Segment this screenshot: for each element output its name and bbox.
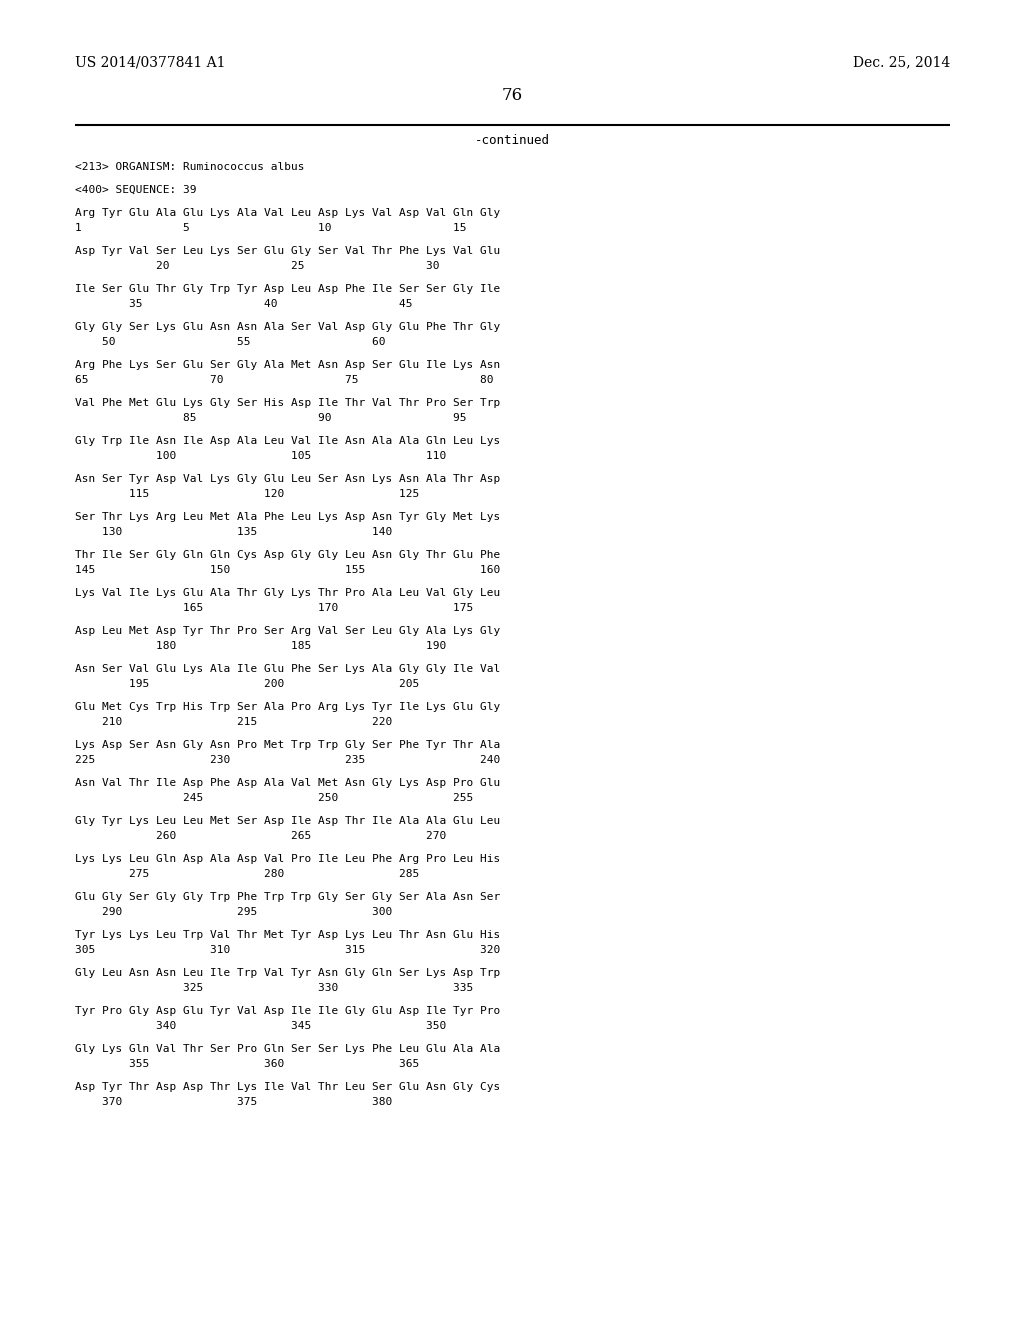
Text: Ile Ser Glu Thr Gly Trp Tyr Asp Leu Asp Phe Ile Ser Ser Gly Ile: Ile Ser Glu Thr Gly Trp Tyr Asp Leu Asp … — [75, 284, 501, 294]
Text: Gly Tyr Lys Leu Leu Met Ser Asp Ile Asp Thr Ile Ala Ala Glu Leu: Gly Tyr Lys Leu Leu Met Ser Asp Ile Asp … — [75, 816, 501, 826]
Text: 165                 170                 175: 165 170 175 — [75, 603, 473, 612]
Text: 145                 150                 155                 160: 145 150 155 160 — [75, 565, 501, 576]
Text: Tyr Lys Lys Leu Trp Val Thr Met Tyr Asp Lys Leu Thr Asn Glu His: Tyr Lys Lys Leu Trp Val Thr Met Tyr Asp … — [75, 931, 501, 940]
Text: Asn Ser Val Glu Lys Ala Ile Glu Phe Ser Lys Ala Gly Gly Ile Val: Asn Ser Val Glu Lys Ala Ile Glu Phe Ser … — [75, 664, 501, 675]
Text: 195                 200                 205: 195 200 205 — [75, 678, 419, 689]
Text: Asp Leu Met Asp Tyr Thr Pro Ser Arg Val Ser Leu Gly Ala Lys Gly: Asp Leu Met Asp Tyr Thr Pro Ser Arg Val … — [75, 626, 501, 636]
Text: 355                 360                 365: 355 360 365 — [75, 1059, 419, 1069]
Text: 65                  70                  75                  80: 65 70 75 80 — [75, 375, 494, 385]
Text: 130                 135                 140: 130 135 140 — [75, 527, 392, 537]
Text: 340                 345                 350: 340 345 350 — [75, 1020, 446, 1031]
Text: Arg Tyr Glu Ala Glu Lys Ala Val Leu Asp Lys Val Asp Val Gln Gly: Arg Tyr Glu Ala Glu Lys Ala Val Leu Asp … — [75, 209, 501, 218]
Text: Asp Tyr Val Ser Leu Lys Ser Glu Gly Ser Val Thr Phe Lys Val Glu: Asp Tyr Val Ser Leu Lys Ser Glu Gly Ser … — [75, 246, 501, 256]
Text: 180                 185                 190: 180 185 190 — [75, 642, 446, 651]
Text: Asn Val Thr Ile Asp Phe Asp Ala Val Met Asn Gly Lys Asp Pro Glu: Asn Val Thr Ile Asp Phe Asp Ala Val Met … — [75, 777, 501, 788]
Text: Gly Lys Gln Val Thr Ser Pro Gln Ser Ser Lys Phe Leu Glu Ala Ala: Gly Lys Gln Val Thr Ser Pro Gln Ser Ser … — [75, 1044, 501, 1053]
Text: 35                  40                  45: 35 40 45 — [75, 300, 413, 309]
Text: Dec. 25, 2014: Dec. 25, 2014 — [853, 55, 950, 69]
Text: Tyr Pro Gly Asp Glu Tyr Val Asp Ile Ile Gly Glu Asp Ile Tyr Pro: Tyr Pro Gly Asp Glu Tyr Val Asp Ile Ile … — [75, 1006, 501, 1016]
Text: Lys Lys Leu Gln Asp Ala Asp Val Pro Ile Leu Phe Arg Pro Leu His: Lys Lys Leu Gln Asp Ala Asp Val Pro Ile … — [75, 854, 501, 865]
Text: 85                  90                  95: 85 90 95 — [75, 413, 467, 422]
Text: Lys Asp Ser Asn Gly Asn Pro Met Trp Trp Gly Ser Phe Tyr Thr Ala: Lys Asp Ser Asn Gly Asn Pro Met Trp Trp … — [75, 741, 501, 750]
Text: 1               5                   10                  15: 1 5 10 15 — [75, 223, 467, 234]
Text: US 2014/0377841 A1: US 2014/0377841 A1 — [75, 55, 225, 69]
Text: 275                 280                 285: 275 280 285 — [75, 869, 419, 879]
Text: 50                  55                  60: 50 55 60 — [75, 337, 385, 347]
Text: Gly Trp Ile Asn Ile Asp Ala Leu Val Ile Asn Ala Ala Gln Leu Lys: Gly Trp Ile Asn Ile Asp Ala Leu Val Ile … — [75, 436, 501, 446]
Text: 100                 105                 110: 100 105 110 — [75, 451, 446, 461]
Text: Thr Ile Ser Gly Gln Gln Cys Asp Gly Gly Leu Asn Gly Thr Glu Phe: Thr Ile Ser Gly Gln Gln Cys Asp Gly Gly … — [75, 550, 501, 560]
Text: 305                 310                 315                 320: 305 310 315 320 — [75, 945, 501, 954]
Text: 210                 215                 220: 210 215 220 — [75, 717, 392, 727]
Text: <400> SEQUENCE: 39: <400> SEQUENCE: 39 — [75, 185, 197, 195]
Text: Gly Gly Ser Lys Glu Asn Asn Ala Ser Val Asp Gly Glu Phe Thr Gly: Gly Gly Ser Lys Glu Asn Asn Ala Ser Val … — [75, 322, 501, 333]
Text: <213> ORGANISM: Ruminococcus albus: <213> ORGANISM: Ruminococcus albus — [75, 162, 304, 172]
Text: Ser Thr Lys Arg Leu Met Ala Phe Leu Lys Asp Asn Tyr Gly Met Lys: Ser Thr Lys Arg Leu Met Ala Phe Leu Lys … — [75, 512, 501, 521]
Text: 370                 375                 380: 370 375 380 — [75, 1097, 392, 1107]
Text: 290                 295                 300: 290 295 300 — [75, 907, 392, 917]
Text: Lys Val Ile Lys Glu Ala Thr Gly Lys Thr Pro Ala Leu Val Gly Leu: Lys Val Ile Lys Glu Ala Thr Gly Lys Thr … — [75, 587, 501, 598]
Text: Val Phe Met Glu Lys Gly Ser His Asp Ile Thr Val Thr Pro Ser Trp: Val Phe Met Glu Lys Gly Ser His Asp Ile … — [75, 399, 501, 408]
Text: Asn Ser Tyr Asp Val Lys Gly Glu Leu Ser Asn Lys Asn Ala Thr Asp: Asn Ser Tyr Asp Val Lys Gly Glu Leu Ser … — [75, 474, 501, 484]
Text: 260                 265                 270: 260 265 270 — [75, 832, 446, 841]
Text: 76: 76 — [502, 87, 522, 103]
Text: Glu Gly Ser Gly Gly Trp Phe Trp Trp Gly Ser Gly Ser Ala Asn Ser: Glu Gly Ser Gly Gly Trp Phe Trp Trp Gly … — [75, 892, 501, 902]
Text: 325                 330                 335: 325 330 335 — [75, 983, 473, 993]
Text: 20                  25                  30: 20 25 30 — [75, 261, 439, 271]
Text: Glu Met Cys Trp His Trp Ser Ala Pro Arg Lys Tyr Ile Lys Glu Gly: Glu Met Cys Trp His Trp Ser Ala Pro Arg … — [75, 702, 501, 711]
Text: 115                 120                 125: 115 120 125 — [75, 488, 419, 499]
Text: -continued: -continued — [474, 133, 550, 147]
Text: Arg Phe Lys Ser Glu Ser Gly Ala Met Asn Asp Ser Glu Ile Lys Asn: Arg Phe Lys Ser Glu Ser Gly Ala Met Asn … — [75, 360, 501, 370]
Text: Gly Leu Asn Asn Leu Ile Trp Val Tyr Asn Gly Gln Ser Lys Asp Trp: Gly Leu Asn Asn Leu Ile Trp Val Tyr Asn … — [75, 968, 501, 978]
Text: 225                 230                 235                 240: 225 230 235 240 — [75, 755, 501, 766]
Text: Asp Tyr Thr Asp Asp Thr Lys Ile Val Thr Leu Ser Glu Asn Gly Cys: Asp Tyr Thr Asp Asp Thr Lys Ile Val Thr … — [75, 1082, 501, 1092]
Text: 245                 250                 255: 245 250 255 — [75, 793, 473, 803]
